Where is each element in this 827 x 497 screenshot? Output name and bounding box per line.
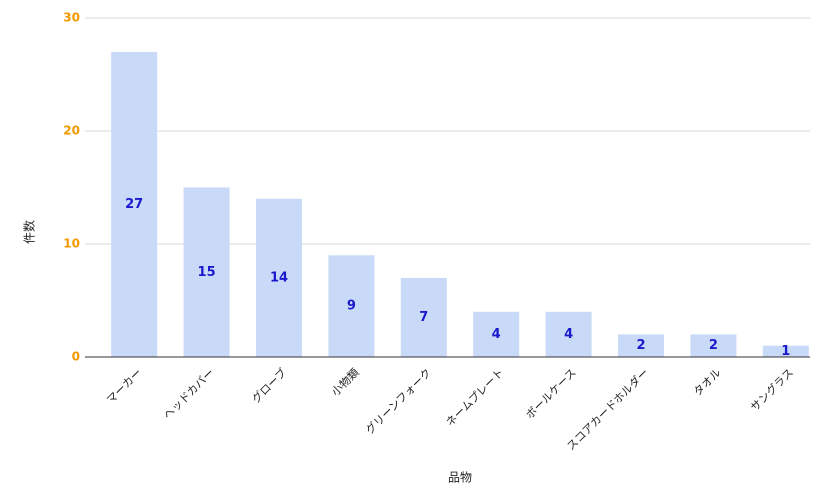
bar bbox=[618, 334, 664, 357]
y-tick-label: 10 bbox=[63, 237, 80, 251]
value-label: 7 bbox=[419, 310, 428, 325]
y-tick-label: 30 bbox=[63, 11, 80, 25]
x-tick-label: スコアカードホルダー bbox=[564, 365, 652, 453]
bar bbox=[762, 345, 809, 357]
x-tick-label: グリーンフォーク bbox=[363, 365, 435, 437]
x-tick-label: マーカー bbox=[104, 366, 144, 406]
bar bbox=[328, 255, 375, 357]
bar bbox=[111, 51, 158, 358]
value-label: 2 bbox=[636, 338, 645, 353]
y-tick-label: 20 bbox=[63, 124, 80, 138]
x-tick-label: タオル bbox=[691, 366, 724, 399]
value-label: 27 bbox=[125, 197, 143, 212]
value-label: 14 bbox=[270, 270, 288, 285]
value-label: 1 bbox=[781, 344, 790, 359]
value-label: 15 bbox=[198, 265, 216, 280]
bar bbox=[545, 311, 592, 357]
value-label: 9 bbox=[347, 299, 356, 314]
bar bbox=[183, 187, 230, 357]
bar bbox=[473, 311, 520, 357]
x-tick-label: 小物類 bbox=[328, 365, 361, 398]
value-label: 4 bbox=[564, 327, 573, 342]
y-tick-label: 0 bbox=[72, 350, 80, 364]
bar bbox=[256, 198, 302, 357]
value-label: 2 bbox=[709, 338, 718, 353]
bar bbox=[400, 277, 447, 357]
bar bbox=[690, 334, 737, 357]
x-tick-label: サングラス bbox=[747, 365, 796, 414]
x-axis-title: 品物 bbox=[448, 471, 472, 485]
x-tick-label: ヘッドカバー bbox=[161, 366, 217, 422]
x-tick-label: ネームプレート bbox=[443, 366, 506, 429]
x-tick-label: グローブ bbox=[249, 365, 290, 406]
value-label: 4 bbox=[492, 327, 501, 342]
x-tick-label: ボールケース bbox=[523, 366, 578, 421]
y-axis-title: 件数 bbox=[22, 220, 37, 244]
